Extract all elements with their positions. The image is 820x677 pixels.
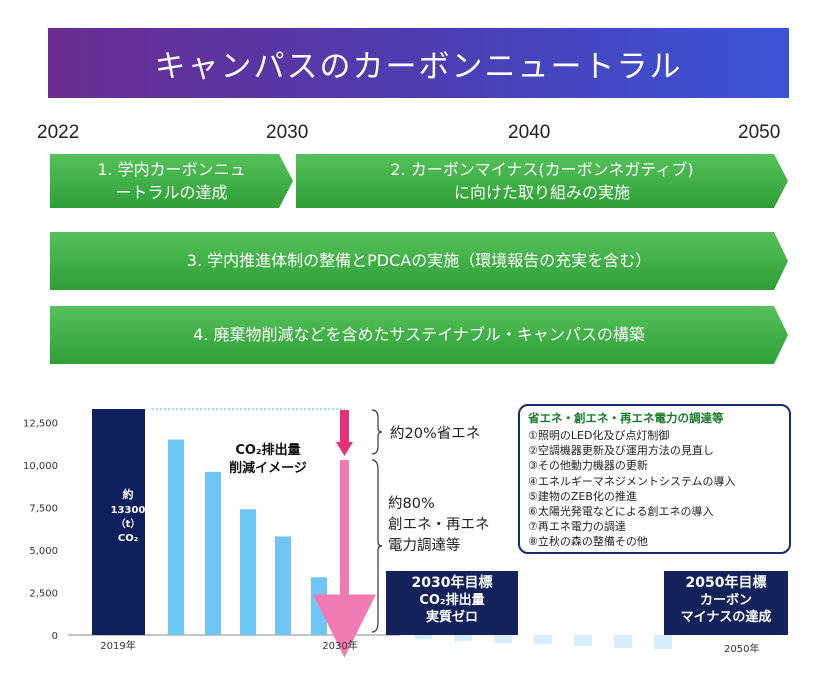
renewable-note-line1: 約80% — [388, 496, 435, 512]
renewable-note-line2: 創エネ・再エネ — [388, 517, 490, 533]
base-bar-label-1: 約 — [123, 487, 134, 501]
reduction-bar — [311, 577, 327, 635]
chart-title-line2: 削減イメージ — [229, 460, 307, 476]
negative-emission-bar — [534, 635, 552, 645]
bar-2019 — [92, 409, 145, 635]
base-bar-label-2: 13300 — [111, 505, 146, 516]
co2-reduction-chart: 0 2,500 5,000 7,500 10,000 12,500 CO₂排出量 削減イメ… — [23, 408, 400, 658]
arrow-1-line2: ートラルの達成 — [115, 183, 228, 202]
negative-emission-bar — [454, 635, 472, 641]
arrow-2-line2: に向けた取り組みの実施 — [453, 183, 630, 202]
timeline-arrow-2: 2. カーボンマイナス(カーボンネガティブ) に向けた取り組みの実施 — [296, 154, 788, 208]
y-tick-label: 5,000 — [29, 546, 58, 557]
savings-bracket — [371, 409, 383, 455]
chart-title-line1: CO₂排出量 — [235, 442, 300, 458]
base-bar-label-3: （t） — [116, 517, 141, 530]
page-title: キャンパスのカーボンニュートラル — [48, 28, 789, 98]
policy-item: ②空調機器更新及び運用方法の見直し — [528, 444, 714, 458]
renewable-note: 約80% 創エネ・再エネ 電力調達等 — [388, 494, 490, 557]
x-label-2030: 2030年 — [322, 639, 357, 652]
policy-title: 省エネ・創エネ・再エネ電力の調達等 — [528, 411, 724, 425]
arrow-4-label: 4. 廃棄物削減などを含めたサステイナブル・キャンパスの構築 — [193, 325, 645, 345]
policy-box: 省エネ・創エネ・再エネ電力の調達等 ①照明のLED化及び点灯制御 ②空調機器更新… — [518, 404, 791, 554]
negative-emission-bar — [574, 635, 592, 647]
policy-item: ⑦再エネ電力の調達 — [528, 520, 626, 534]
reduction-bar — [240, 509, 256, 635]
policy-item: ①照明のLED化及び点灯制御 — [528, 429, 670, 442]
goal-2050: 2050年目標 カーボン マイナスの達成 — [664, 571, 788, 635]
goal-2050-title: 2050年目標 — [685, 575, 767, 591]
y-tick-label: 7,500 — [29, 504, 58, 515]
arrow-1-line1: 1. 学内カーボンニュ — [97, 159, 246, 179]
savings-arrow-head — [336, 442, 353, 456]
reduction-bar — [275, 536, 291, 635]
y-tick-label: 0 — [52, 631, 58, 642]
y-tick-label: 10,000 — [23, 461, 58, 472]
policy-item: ⑥太陽光発電などによる創エネの導入 — [528, 505, 714, 519]
negative-emission-bar — [494, 635, 512, 643]
timeline-year-2040: 2040 — [508, 122, 551, 143]
x-label-2019: 2019年 — [100, 639, 135, 652]
goal-2030-line2: CO₂排出量 — [419, 593, 485, 608]
arrow-3-label: 3. 学内推進体制の整備とPDCAの実施（環境報告の充実を含む） — [186, 251, 652, 271]
goal-2030-line3: 実質ゼロ — [425, 610, 478, 625]
savings-note: 約20%省エネ — [390, 426, 481, 442]
timeline-year-2022: 2022 — [37, 122, 80, 143]
timeline-arrow-3: 3. 学内推進体制の整備とPDCAの実施（環境報告の充実を含む） — [50, 232, 788, 290]
policy-item: ③その他動力機器の更新 — [528, 459, 648, 473]
negative-emission-bar — [614, 635, 632, 648]
reduction-bar — [205, 471, 221, 635]
timeline-arrow-4: 4. 廃棄物削減などを含めたサステイナブル・キャンパスの構築 — [50, 306, 788, 364]
y-tick-label: 12,500 — [23, 419, 58, 430]
timeline-year-2050: 2050 — [738, 122, 781, 143]
base-bar-label-4: CO₂ — [118, 533, 138, 544]
negative-emission-bar — [414, 635, 432, 640]
negative-emission-bar — [654, 635, 672, 650]
renewable-note-line3: 電力調達等 — [388, 538, 461, 554]
savings-arrow-shaft — [340, 410, 349, 442]
timeline-arrow-1: 1. 学内カーボンニュ ートラルの達成 — [50, 154, 293, 208]
policy-item: ④エネルギーマネジメントシステムの導入 — [528, 474, 736, 488]
renewable-bracket — [371, 459, 383, 633]
x-label-2050: 2050年 — [724, 644, 760, 655]
reduction-bar — [168, 439, 184, 635]
goal-2030: 2030年目標 CO₂排出量 実質ゼロ — [386, 571, 518, 635]
policy-item: ⑧立秋の森の整備その他 — [528, 535, 648, 549]
y-tick-label: 2,500 — [29, 589, 58, 600]
goal-2030-title: 2030年目標 — [411, 575, 493, 591]
goal-2050-line2: カーボン — [699, 593, 752, 608]
policy-item: ⑤建物のZEB化の推進 — [528, 489, 637, 503]
arrow-2-line1: 2. カーボンマイナス(カーボンネガティブ) — [390, 159, 694, 179]
goal-2050-line3: マイナスの達成 — [680, 610, 772, 625]
timeline-year-2030: 2030 — [266, 122, 309, 143]
